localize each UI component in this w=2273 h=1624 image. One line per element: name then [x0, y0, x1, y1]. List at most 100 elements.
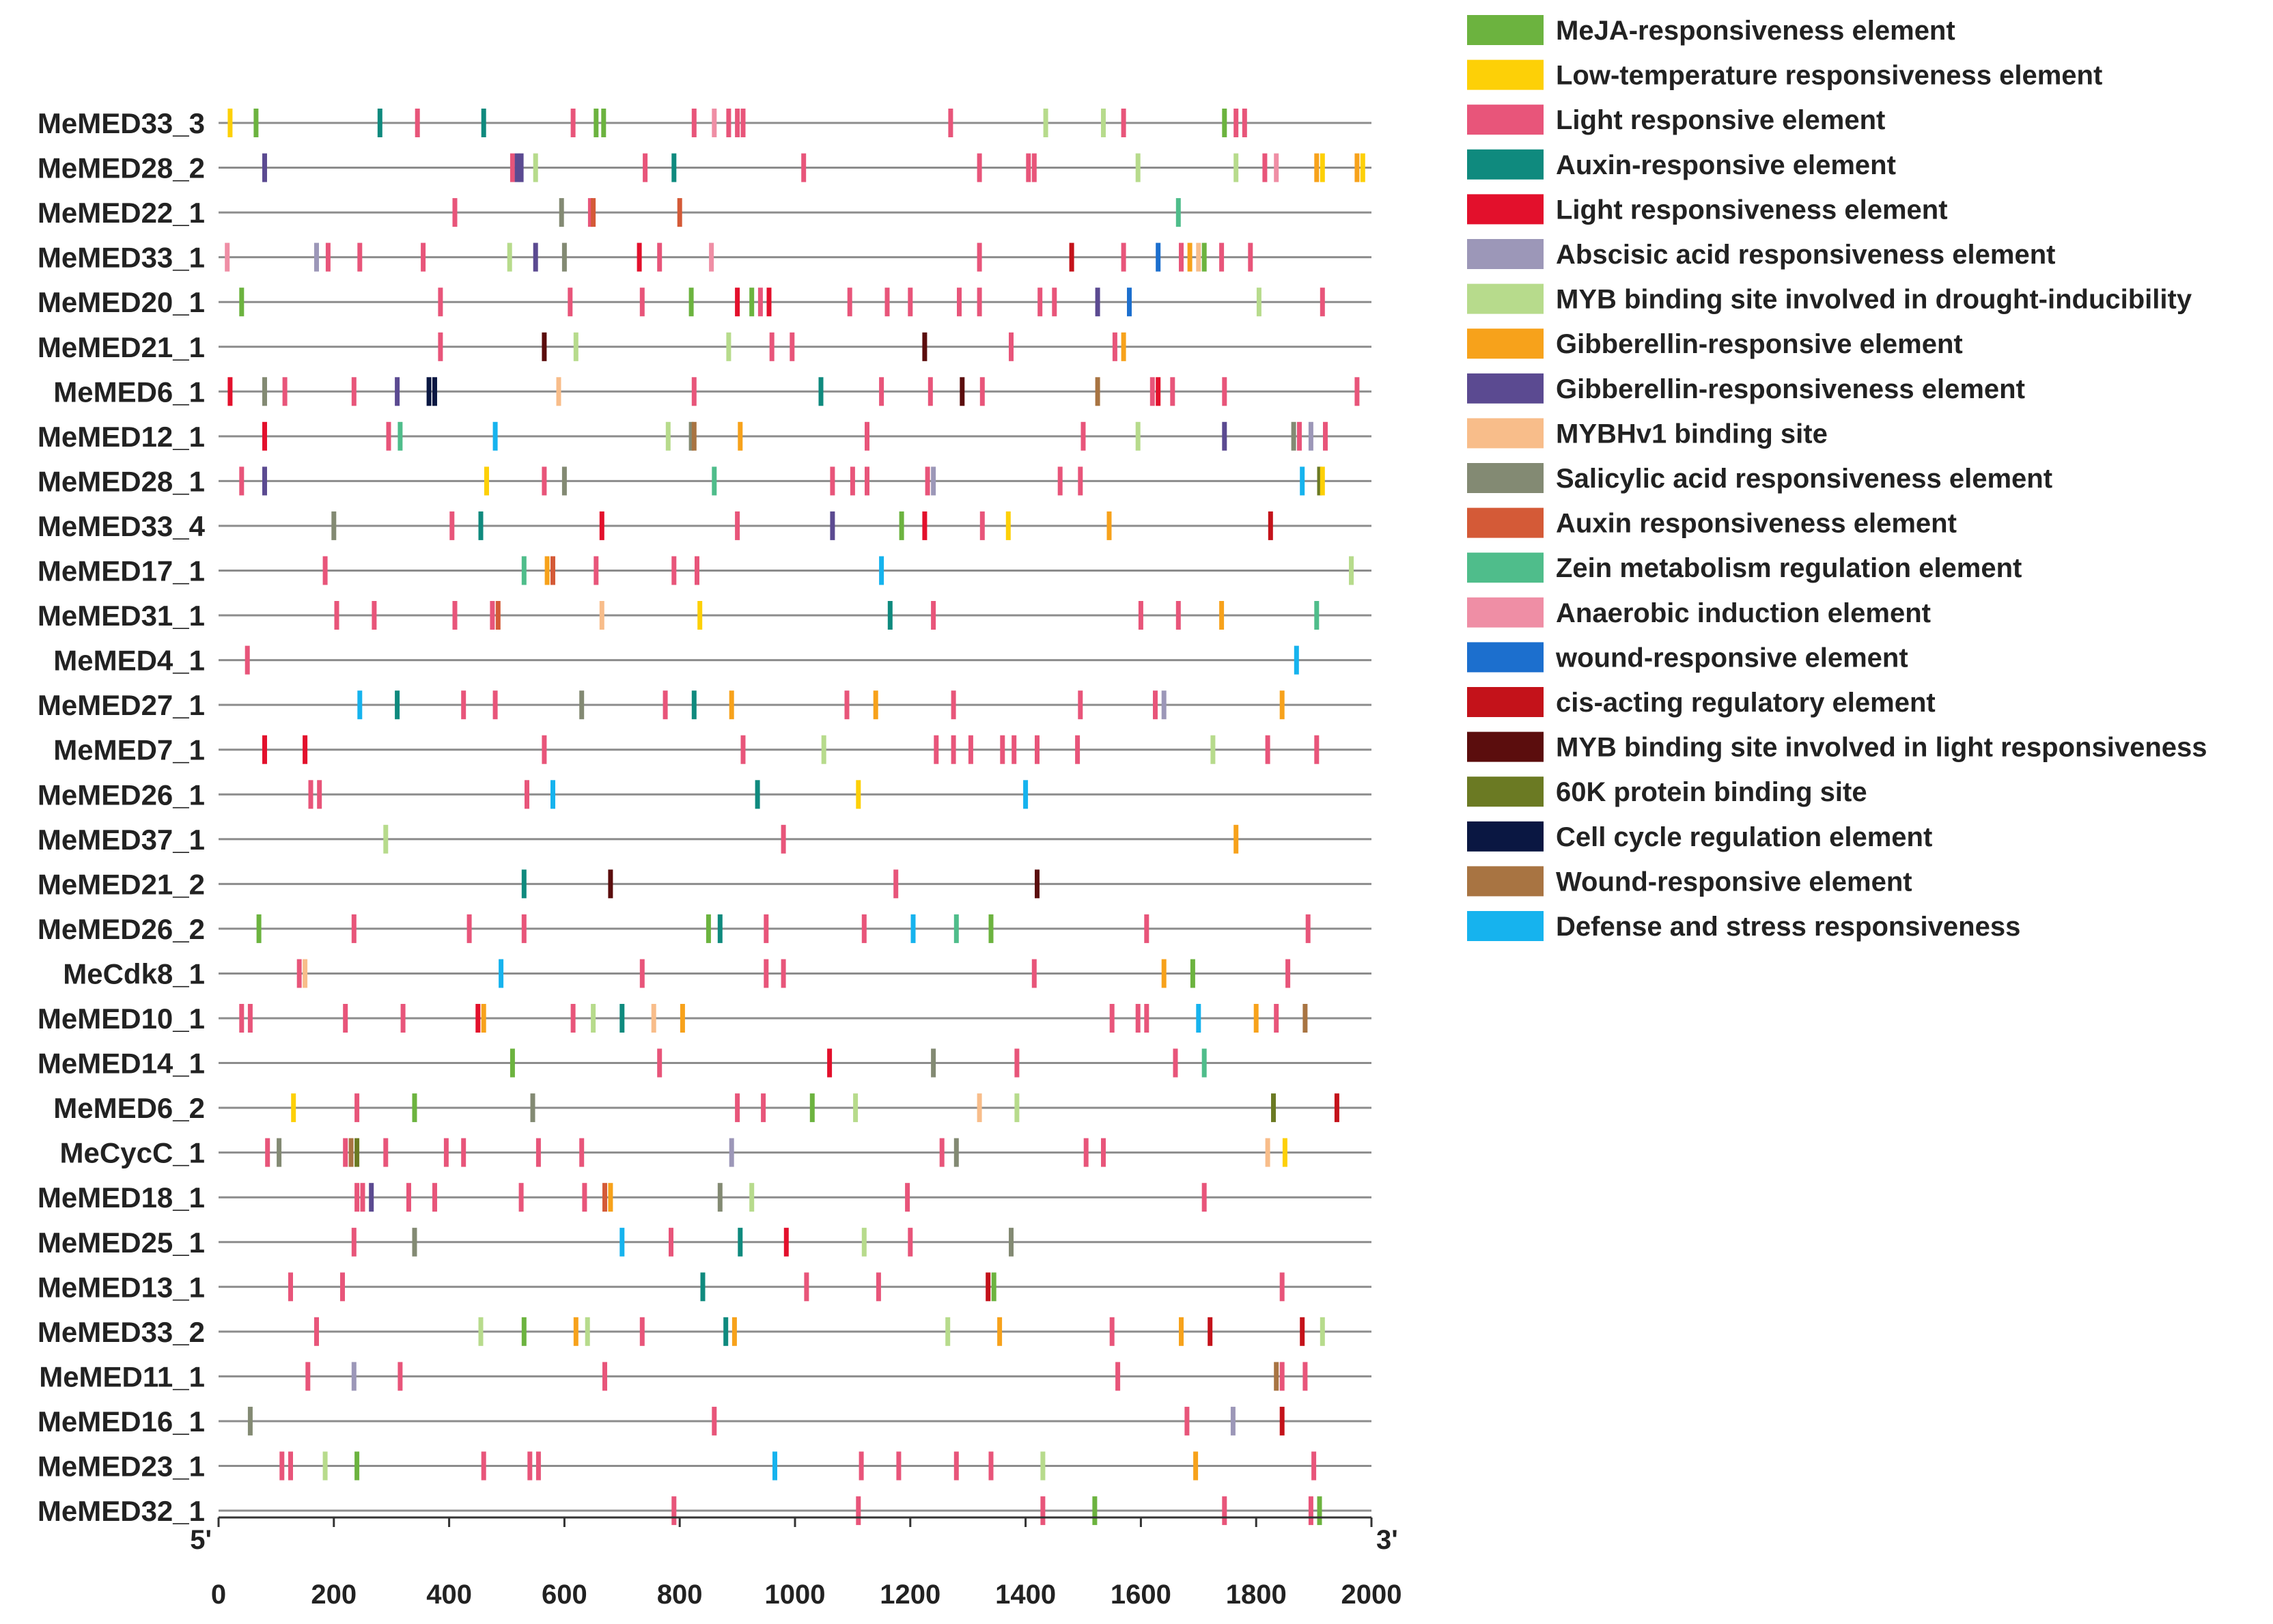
element-mark	[879, 556, 884, 585]
element-mark	[314, 242, 319, 272]
gene-row: MeMED10_1	[38, 1003, 1371, 1035]
gene-row: MeMED25_1	[38, 1227, 1371, 1259]
element-mark	[594, 556, 599, 585]
element-mark	[691, 421, 697, 451]
element-mark	[400, 1004, 406, 1033]
element-mark	[1265, 1138, 1270, 1167]
x-tick-label: 1200	[880, 1580, 940, 1610]
element-mark	[262, 421, 267, 451]
element-mark	[1349, 556, 1354, 585]
element-mark	[931, 1048, 936, 1078]
element-mark	[351, 914, 357, 943]
gene-row: MeMED37_1	[38, 824, 1371, 856]
element-mark	[239, 466, 245, 496]
element-mark	[639, 288, 645, 317]
element-mark	[887, 601, 893, 630]
element-mark	[322, 556, 328, 585]
gene-row: MeMED31_1	[38, 600, 1371, 632]
element-mark	[1233, 153, 1239, 182]
element-mark	[740, 109, 746, 137]
element-mark	[844, 690, 850, 720]
element-mark	[893, 869, 899, 899]
gene-label: MeMED33_3	[38, 107, 205, 139]
gene-label: MeCdk8_1	[63, 957, 205, 990]
element-mark	[432, 1183, 437, 1212]
element-mark	[1297, 421, 1302, 451]
gene-label: MeMED14_1	[38, 1048, 205, 1080]
element-mark	[1222, 1496, 1227, 1526]
element-mark	[1323, 421, 1328, 451]
legend-label: Auxin responsiveness element	[1556, 509, 1957, 539]
gene-row: MeMED6_1	[53, 376, 1371, 408]
element-mark	[1222, 421, 1227, 451]
element-mark	[518, 153, 524, 182]
element-mark	[521, 1317, 527, 1346]
element-mark	[717, 914, 723, 943]
element-mark	[256, 914, 262, 943]
element-mark	[928, 377, 933, 406]
element-mark	[723, 1317, 729, 1346]
legend-label: 60K protein binding site	[1556, 777, 1867, 807]
gene-row: MeCycC_1	[60, 1137, 1371, 1169]
gene-label: MeMED21_1	[38, 331, 205, 363]
legend-swatch	[1467, 194, 1544, 225]
element-mark	[383, 824, 389, 854]
element-mark	[579, 1138, 585, 1167]
element-mark	[245, 645, 250, 675]
gene-label: MeMED17_1	[38, 555, 205, 587]
element-mark	[619, 1227, 625, 1257]
legend-item: Salicylic acid responsiveness element	[1467, 463, 2052, 494]
gene-label: MeMED33_4	[38, 510, 206, 542]
legend-swatch	[1467, 507, 1544, 538]
gene-label: MeMED11_1	[39, 1360, 205, 1392]
element-mark	[951, 735, 956, 764]
element-mark	[986, 1272, 991, 1302]
legend-item: MeJA-responsiveness element	[1467, 15, 1955, 46]
element-mark	[738, 421, 743, 451]
element-mark	[247, 1004, 253, 1033]
gene-row: MeMED4_1	[53, 645, 1371, 677]
element-mark	[1075, 735, 1080, 764]
legend-swatch	[1467, 597, 1544, 628]
element-mark	[351, 1362, 357, 1391]
legend-label: Defense and stress responsiveness	[1556, 912, 2020, 942]
element-mark	[426, 377, 432, 406]
element-mark	[1308, 421, 1313, 451]
element-mark	[573, 332, 578, 361]
gene-rows: MeMED33_3 MeMED28_2 MeMED22_1 MeMED33_1 MeME…	[38, 107, 1371, 1527]
element-mark	[1121, 332, 1126, 361]
legend-label: Anaerobic induction element	[1556, 598, 1931, 628]
element-mark	[1112, 332, 1117, 361]
element-mark	[225, 242, 230, 272]
element-mark	[1135, 421, 1141, 451]
gene-label: MeMED28_2	[38, 152, 205, 184]
element-mark	[977, 288, 982, 317]
x-tick-label: 2000	[1341, 1580, 1402, 1610]
element-mark	[671, 1496, 677, 1526]
element-mark	[639, 1317, 645, 1346]
element-mark	[518, 1183, 524, 1212]
element-mark	[726, 109, 731, 137]
element-mark	[601, 109, 606, 137]
element-mark	[1037, 288, 1043, 317]
gene-row: MeMED12_1	[38, 421, 1371, 453]
element-mark	[712, 1406, 717, 1436]
element-mark	[308, 780, 313, 809]
element-mark	[726, 332, 731, 361]
element-mark	[712, 466, 717, 496]
x-tick-label: 1600	[1111, 1580, 1171, 1610]
gene-row: MeMED17_1	[38, 555, 1371, 587]
element-mark	[850, 466, 855, 496]
element-mark	[1300, 466, 1305, 496]
element-mark	[303, 735, 308, 764]
element-mark	[288, 1451, 293, 1481]
element-mark	[262, 735, 267, 764]
legend-swatch	[1467, 642, 1544, 673]
element-mark	[934, 735, 939, 764]
element-mark	[1043, 109, 1048, 137]
element-mark	[262, 153, 267, 182]
element-mark	[1317, 1496, 1322, 1526]
legend-item: 60K protein binding site	[1467, 776, 1867, 807]
legend-item: Gibberellin-responsive element	[1467, 328, 1963, 359]
gene-row: MeMED13_1	[38, 1271, 1371, 1303]
